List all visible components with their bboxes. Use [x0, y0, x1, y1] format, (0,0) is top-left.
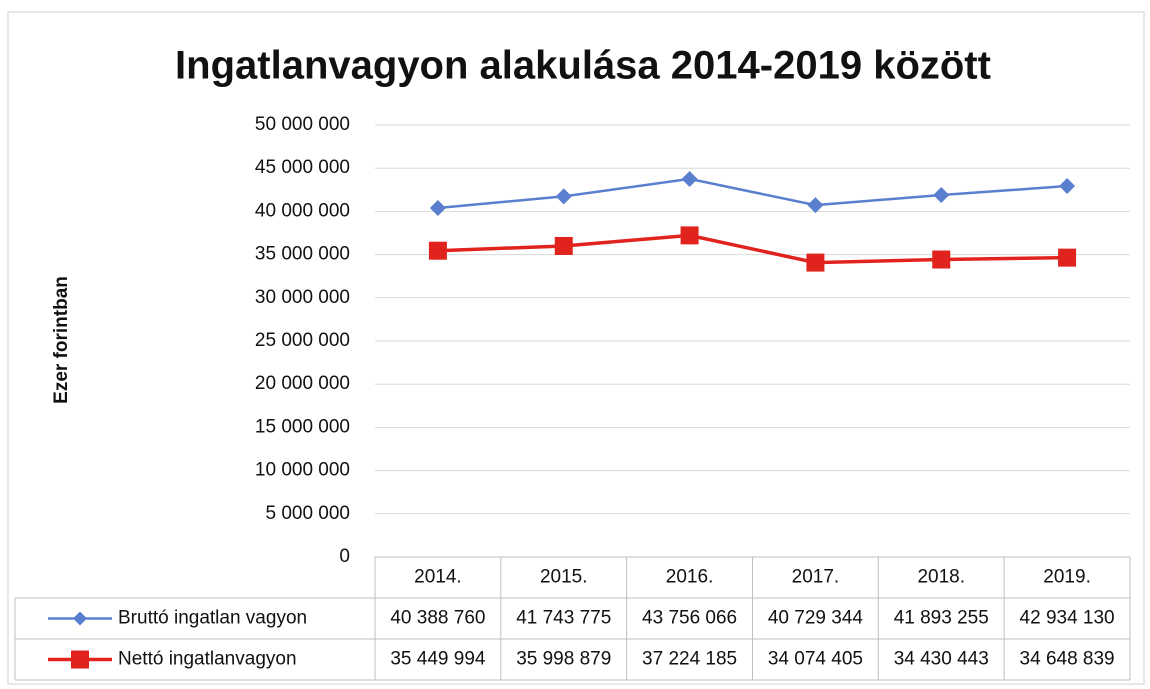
y-axis-label: Ezer forintban	[51, 276, 72, 404]
table-value: 43 756 066	[642, 608, 737, 629]
y-tick-label: 20 000 000	[255, 373, 350, 394]
y-tick-label: 50 000 000	[255, 114, 350, 135]
y-tick-label: 30 000 000	[255, 287, 350, 308]
data-point	[807, 197, 824, 214]
legend-label: Nettó ingatlanvagyon	[118, 649, 297, 670]
data-point	[555, 188, 572, 205]
table-value: 34 430 443	[894, 649, 989, 670]
table-value: 34 648 839	[1020, 649, 1115, 670]
chart-title: Ingatlanvagyon alakulása 2014-2019 közöt…	[175, 44, 991, 88]
y-tick-label: 35 000 000	[255, 244, 350, 265]
data-point	[1059, 178, 1076, 195]
legend-label: Bruttó ingatlan vagyon	[118, 608, 307, 629]
x-tick-label: 2019.	[1043, 567, 1091, 588]
x-tick-label: 2017.	[792, 567, 840, 588]
y-tick-label: 10 000 000	[255, 460, 350, 481]
data-point	[806, 253, 825, 272]
data-point	[428, 241, 447, 260]
x-tick-label: 2015.	[540, 567, 588, 588]
data-point	[933, 187, 950, 204]
table-value: 35 449 994	[390, 649, 486, 670]
table-value: 40 729 344	[768, 608, 864, 629]
table-value: 37 224 185	[642, 649, 737, 670]
y-tick-label: 0	[339, 546, 350, 567]
table-value: 34 074 405	[768, 649, 863, 670]
x-tick-label: 2016.	[666, 567, 714, 588]
y-tick-label: 25 000 000	[255, 330, 350, 351]
table-value: 35 998 879	[516, 649, 611, 670]
data-point	[554, 236, 573, 255]
y-tick-label: 45 000 000	[255, 157, 350, 178]
x-tick-label: 2018.	[917, 567, 965, 588]
table-value: 42 934 130	[1020, 608, 1115, 629]
series-line	[437, 233, 1068, 265]
table-value: 41 743 775	[516, 608, 611, 629]
y-tick-label: 5 000 000	[265, 503, 350, 524]
data-point	[680, 226, 699, 245]
data-point	[1058, 248, 1077, 267]
table-value: 40 388 760	[390, 608, 485, 629]
data-point	[429, 200, 446, 217]
table-value: 41 893 255	[894, 608, 989, 629]
series-line	[437, 177, 1068, 210]
data-point	[932, 250, 951, 269]
legend-marker	[71, 650, 89, 669]
y-tick-label: 40 000 000	[255, 200, 350, 221]
data-point	[681, 170, 698, 187]
legend-marker	[73, 611, 87, 626]
y-tick-label: 15 000 000	[255, 416, 350, 437]
x-tick-label: 2014.	[414, 567, 462, 588]
chart-frame	[7, 11, 1145, 685]
